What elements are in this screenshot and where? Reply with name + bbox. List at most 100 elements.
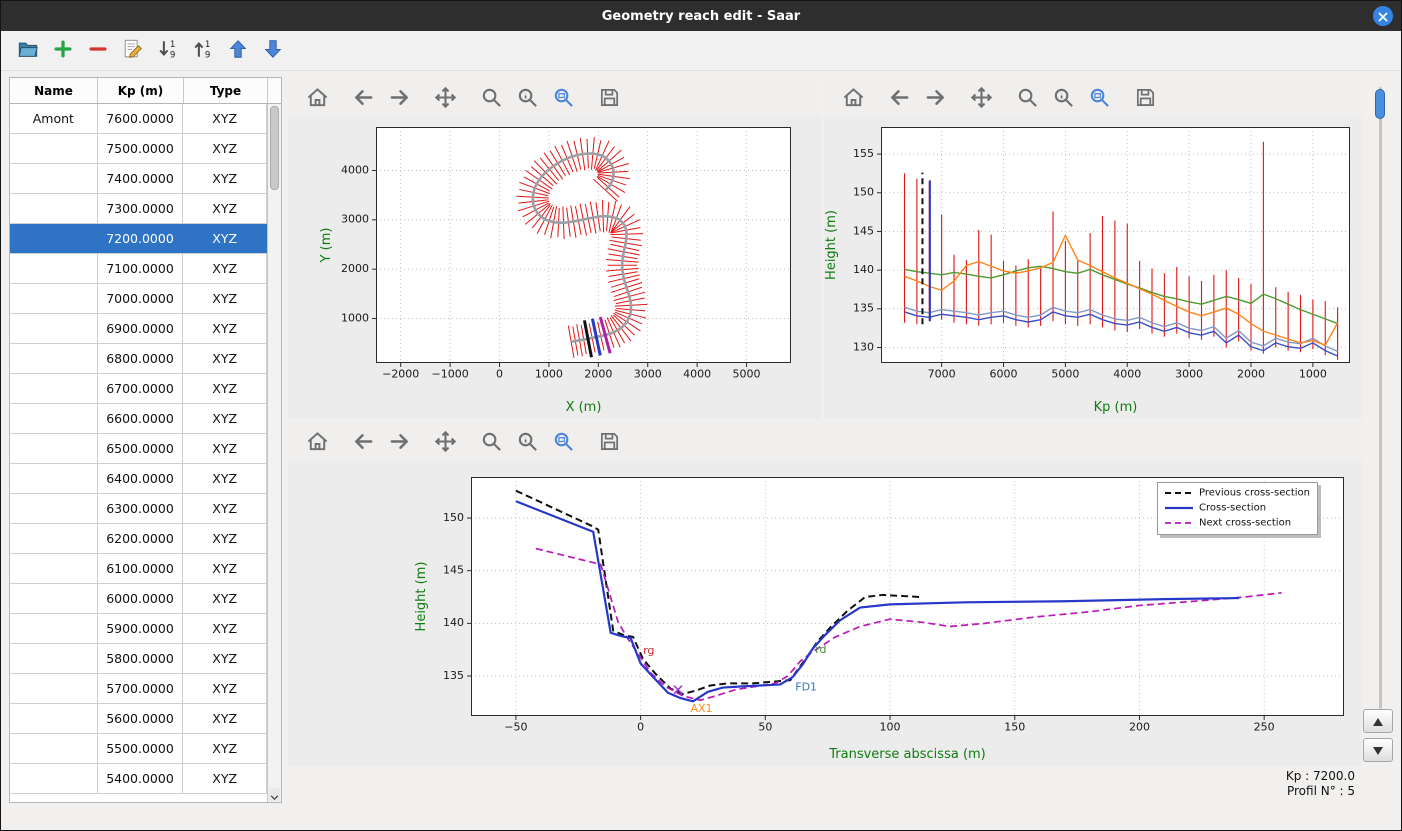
save-icon[interactable] (1130, 82, 1160, 112)
table-row[interactable]: 5400.0000 XYZ (10, 764, 267, 794)
column-header-name[interactable]: Name (10, 78, 98, 103)
vertical-slider-thumb[interactable] (1375, 89, 1385, 119)
cell-name (10, 284, 98, 313)
cell-name (10, 734, 98, 763)
window-title: Geometry reach edit - Saar (601, 8, 801, 24)
cell-kp: 6500.0000 (98, 434, 184, 463)
home-icon[interactable] (838, 82, 868, 112)
zoom-info-icon[interactable] (1048, 82, 1078, 112)
cell-kp: 6000.0000 (98, 584, 184, 613)
table-row[interactable]: 6300.0000 XYZ (10, 494, 267, 524)
edit-section-button[interactable] (120, 38, 146, 64)
back-icon[interactable] (348, 426, 378, 456)
previous-profile-button[interactable] (1363, 709, 1393, 733)
table-row[interactable]: 7300.0000 XYZ (10, 194, 267, 224)
forward-icon[interactable] (384, 426, 414, 456)
save-icon[interactable] (594, 82, 624, 112)
zoom-rect-icon[interactable] (1084, 82, 1114, 112)
cell-type: XYZ (183, 614, 267, 643)
cell-kp: 7600.0000 (98, 104, 184, 133)
cell-name (10, 464, 98, 493)
table-row[interactable]: 7100.0000 XYZ (10, 254, 267, 284)
pan-icon[interactable] (430, 426, 460, 456)
move-down-button[interactable] (260, 38, 286, 64)
add-section-button[interactable] (50, 38, 76, 64)
pan-icon[interactable] (966, 82, 996, 112)
cell-name (10, 224, 98, 253)
cell-name (10, 404, 98, 433)
cell-kp: 5900.0000 (98, 614, 184, 643)
table-scroll-down-button[interactable] (269, 788, 280, 801)
cell-name (10, 644, 98, 673)
close-button[interactable] (1373, 6, 1393, 26)
table-row[interactable]: 6100.0000 XYZ (10, 554, 267, 584)
vertical-slider-track[interactable] (1379, 87, 1382, 709)
table-scrollbar-thumb[interactable] (270, 106, 279, 190)
table-row[interactable]: Amont 7600.0000 XYZ (10, 104, 267, 134)
cell-type: XYZ (183, 224, 267, 253)
cross-section-plot[interactable] (288, 461, 1362, 766)
back-icon[interactable] (348, 82, 378, 112)
save-icon[interactable] (594, 426, 624, 456)
table-row[interactable]: 7500.0000 XYZ (10, 134, 267, 164)
chevron-down-icon (270, 785, 279, 804)
vertical-slider[interactable] (1375, 87, 1385, 709)
cell-kp: 7200.0000 (98, 224, 184, 253)
column-header-type[interactable]: Type (184, 78, 268, 103)
pan-icon[interactable] (430, 82, 460, 112)
cell-kp: 6200.0000 (98, 524, 184, 553)
cell-kp: 6900.0000 (98, 314, 184, 343)
next-profile-button[interactable] (1363, 738, 1393, 762)
zoom-icon[interactable] (476, 82, 506, 112)
cell-type: XYZ (183, 194, 267, 223)
table-row[interactable]: 6700.0000 XYZ (10, 374, 267, 404)
home-icon[interactable] (302, 426, 332, 456)
table-row[interactable]: 5900.0000 XYZ (10, 614, 267, 644)
table-row[interactable]: 6000.0000 XYZ (10, 584, 267, 614)
table-row[interactable]: 6600.0000 XYZ (10, 404, 267, 434)
table-row[interactable]: 6200.0000 XYZ (10, 524, 267, 554)
table-row[interactable]: 7000.0000 XYZ (10, 284, 267, 314)
cell-type: XYZ (183, 584, 267, 613)
cell-kp: 5500.0000 (98, 734, 184, 763)
table-row[interactable]: 6800.0000 XYZ (10, 344, 267, 374)
table-row[interactable]: 6900.0000 XYZ (10, 314, 267, 344)
table-row[interactable]: 7200.0000 XYZ (10, 224, 267, 254)
column-header-kp[interactable]: Kp (m) (98, 78, 184, 103)
forward-icon[interactable] (384, 82, 414, 112)
cell-name (10, 674, 98, 703)
open-geometry-button[interactable] (15, 38, 41, 64)
table-row[interactable]: 5700.0000 XYZ (10, 674, 267, 704)
table-row[interactable]: 7400.0000 XYZ (10, 164, 267, 194)
table-row[interactable]: 6400.0000 XYZ (10, 464, 267, 494)
table-row[interactable]: 5800.0000 XYZ (10, 644, 267, 674)
zoom-icon[interactable] (1012, 82, 1042, 112)
table-scrollbar[interactable] (267, 104, 281, 802)
delete-section-button[interactable] (85, 38, 111, 64)
status-area: Kp : 7200.0 Profil N° : 5 (1286, 769, 1355, 799)
zoom-info-icon[interactable] (512, 426, 542, 456)
zoom-rect-icon[interactable] (548, 426, 578, 456)
cell-type: XYZ (183, 404, 267, 433)
plan-view-plot[interactable] (288, 117, 821, 419)
table-row[interactable]: 5600.0000 XYZ (10, 704, 267, 734)
table-row[interactable]: 6500.0000 XYZ (10, 434, 267, 464)
cell-name (10, 524, 98, 553)
back-icon[interactable] (884, 82, 914, 112)
home-icon[interactable] (302, 82, 332, 112)
svg-text:1: 1 (170, 40, 176, 50)
move-up-button[interactable] (225, 38, 251, 64)
cell-type: XYZ (183, 554, 267, 583)
zoom-info-icon[interactable] (512, 82, 542, 112)
cell-name (10, 374, 98, 403)
zoom-rect-icon[interactable] (548, 82, 578, 112)
long-profile-plot[interactable] (824, 117, 1362, 419)
cell-name (10, 494, 98, 523)
table-header: Name Kp (m) Type (10, 78, 281, 104)
zoom-icon[interactable] (476, 426, 506, 456)
forward-icon[interactable] (920, 82, 950, 112)
table-row[interactable]: 5500.0000 XYZ (10, 734, 267, 764)
